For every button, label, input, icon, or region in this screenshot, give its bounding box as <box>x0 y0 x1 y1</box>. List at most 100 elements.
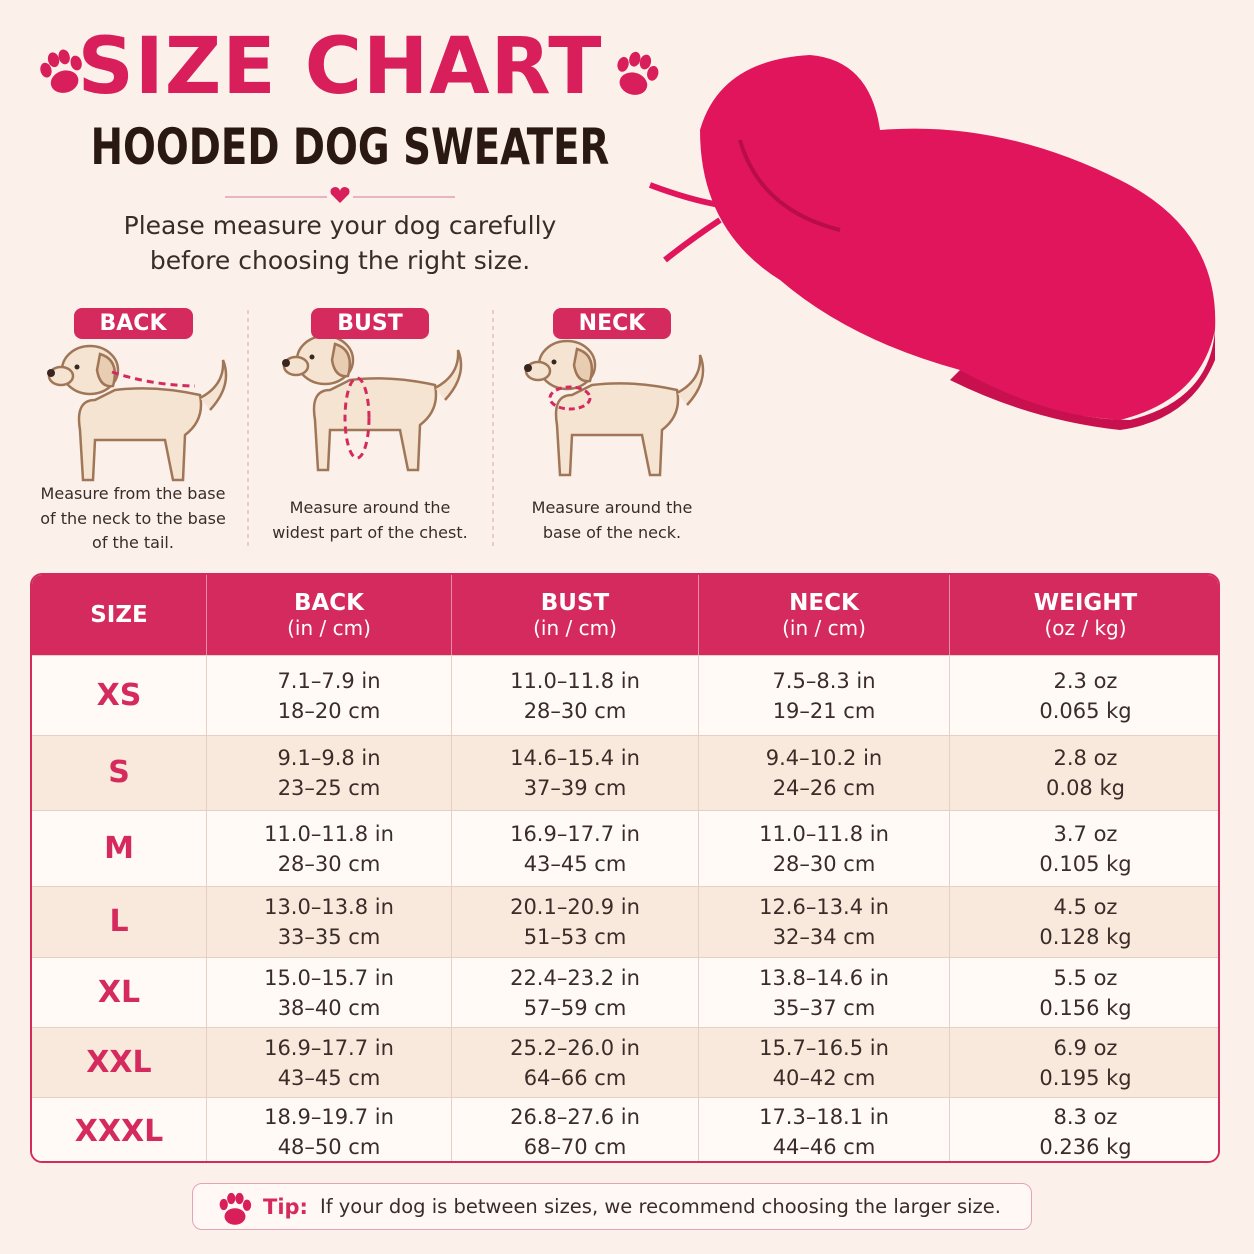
cell: 6.9 oz 0.195 kg <box>950 1027 1218 1097</box>
cell: 25.2–26.0 in 64–66 cm <box>452 1027 699 1097</box>
size-cell: L <box>32 886 207 957</box>
cell: 17.3–18.1 in 44–46 cm <box>699 1097 950 1161</box>
measure: NECK <box>497 308 727 339</box>
cell-line: 17.3–18.1 in <box>759 1104 889 1129</box>
cell: 3.7 oz 0.105 kg <box>950 810 1218 886</box>
cell: 11.0–11.8 in 28–30 cm <box>452 655 699 735</box>
cell: 7.1–7.9 in 18–20 cm <box>207 655 452 735</box>
cell-line: 28–30 cm <box>523 698 627 723</box>
cell: 9.1–9.8 in 23–25 cm <box>207 735 452 810</box>
cell-line: 35–37 cm <box>772 995 876 1020</box>
cell-line: 15.7–16.5 in <box>759 1035 889 1060</box>
cell-line: 33–35 cm <box>277 925 381 949</box>
cell-line: 9.1–9.8 in <box>277 746 381 770</box>
cell-line: 44–46 cm <box>772 1134 876 1159</box>
tip: Tip: If your dog is between sizes, we re… <box>192 1183 1032 1230</box>
column-header: SIZE <box>32 575 207 655</box>
cell-line: 2.3 oz <box>1053 668 1118 693</box>
cell-line: 19–21 cm <box>772 698 876 723</box>
cell: 20.1–20.9 in 51–53 cm <box>452 886 699 957</box>
measure-line: base of the neck. <box>542 522 682 542</box>
cell-line: 48–50 cm <box>277 1134 381 1159</box>
cell: 26.8–27.6 in 68–70 cm <box>452 1097 699 1161</box>
cell-line: 28–30 cm <box>772 851 876 876</box>
column-name: BUST <box>540 590 610 616</box>
cell: 14.6–15.4 in 37–39 cm <box>452 735 699 810</box>
cell-line: 51–53 cm <box>523 925 627 949</box>
cell: 12.6–13.4 in 32–34 cm <box>699 886 950 957</box>
cell: 13.0–13.8 in 33–35 cm <box>207 886 452 957</box>
cell-line: 11.0–11.8 in <box>510 668 640 693</box>
decor <box>36 45 1216 550</box>
cell-line: 57–59 cm <box>523 995 627 1020</box>
cell: 5.5 oz 0.156 kg <box>950 957 1218 1027</box>
cell: 16.9–17.7 in 43–45 cm <box>207 1027 452 1097</box>
cell: 11.0–11.8 in 28–30 cm <box>699 810 950 886</box>
cell: 2.8 oz 0.08 kg <box>950 735 1218 810</box>
size-cell: XXL <box>32 1027 207 1097</box>
cell-line: 7.1–7.9 in <box>277 668 381 693</box>
measure-text: Measure from the base of the neck to the … <box>13 482 253 556</box>
column-name: SIZE <box>90 602 148 628</box>
cell: 8.3 oz 0.236 kg <box>950 1097 1218 1161</box>
column-unit: (in / cm) <box>533 616 617 640</box>
cell-line: 22.4–23.2 in <box>510 965 640 990</box>
cell-line: 12.6–13.4 in <box>759 895 889 919</box>
measure-line: Measure around the <box>531 498 693 517</box>
column-header: WEIGHT (oz / kg) <box>950 575 1218 655</box>
measure: BUST <box>255 308 485 339</box>
cell-line: 0.128 kg <box>1039 925 1132 949</box>
cell-line: 2.8 oz <box>1053 746 1118 770</box>
tip-icon <box>219 1192 252 1225</box>
size: L <box>109 904 129 939</box>
cell-line: 23–25 cm <box>277 776 381 800</box>
cell-line: 68–70 cm <box>523 1134 627 1159</box>
size-table: SIZE BACK (in / cm) BUST (in / cm) NECK (in / … <box>30 573 1220 1163</box>
cell: 15.0–15.7 in 38–40 cm <box>207 957 452 1027</box>
cell-line: 16.9–17.7 in <box>510 821 640 846</box>
size: XXL <box>86 1044 152 1080</box>
column-name: NECK <box>789 590 859 616</box>
measure-label: BACK <box>73 308 193 339</box>
measure-text: Measure around the base of the neck. <box>492 496 732 545</box>
cell-line: 0.105 kg <box>1039 851 1132 876</box>
size-cell: XL <box>32 957 207 1027</box>
cell: 11.0–11.8 in 28–30 cm <box>207 810 452 886</box>
size: S <box>108 755 130 790</box>
size: XXXL <box>74 1113 164 1149</box>
cell: 7.5–8.3 in 19–21 cm <box>699 655 950 735</box>
cell-line: 18.9–19.7 in <box>264 1104 394 1129</box>
cell-line: 3.7 oz <box>1053 821 1118 846</box>
column-unit: (in / cm) <box>782 616 866 640</box>
measure-label: BUST <box>311 308 429 339</box>
cell-line: 0.065 kg <box>1039 698 1132 723</box>
column-name: WEIGHT <box>1033 590 1138 616</box>
cell-line: 16.9–17.7 in <box>264 1035 394 1060</box>
measure-text: Measure around the widest part of the che… <box>250 496 490 545</box>
size-cell: XS <box>32 655 207 735</box>
cell-line: 26.8–27.6 in <box>510 1104 640 1129</box>
cell: 22.4–23.2 in 57–59 cm <box>452 957 699 1027</box>
cell-line: 20.1–20.9 in <box>510 895 640 919</box>
cell: 15.7–16.5 in 40–42 cm <box>699 1027 950 1097</box>
intro: Please measure your dog carefully before … <box>40 208 640 278</box>
column-unit: (in / cm) <box>287 616 371 640</box>
cell-line: 0.195 kg <box>1039 1065 1132 1090</box>
cell-line: 25.2–26.0 in <box>510 1035 640 1060</box>
cell: 16.9–17.7 in 43–45 cm <box>452 810 699 886</box>
cell-line: 11.0–11.8 in <box>264 821 394 846</box>
cell-line: 64–66 cm <box>523 1065 627 1090</box>
column-name: BACK <box>293 590 365 616</box>
measure-line: of the tail. <box>92 533 174 552</box>
size: XL <box>97 974 141 1010</box>
cell: 13.8–14.6 in 35–37 cm <box>699 957 950 1027</box>
cell-line: 32–34 cm <box>772 925 876 949</box>
subtitle: HOODED DOG SWEATER <box>90 118 610 176</box>
tip-text: If your dog is between sizes, we recomme… <box>319 1195 1001 1218</box>
size-cell: S <box>32 735 207 810</box>
cell-line: 13.0–13.8 in <box>264 895 394 919</box>
cell-line: 0.236 kg <box>1039 1134 1132 1159</box>
cell-line: 13.8–14.6 in <box>759 965 889 990</box>
title: SIZE CHART <box>77 22 603 112</box>
